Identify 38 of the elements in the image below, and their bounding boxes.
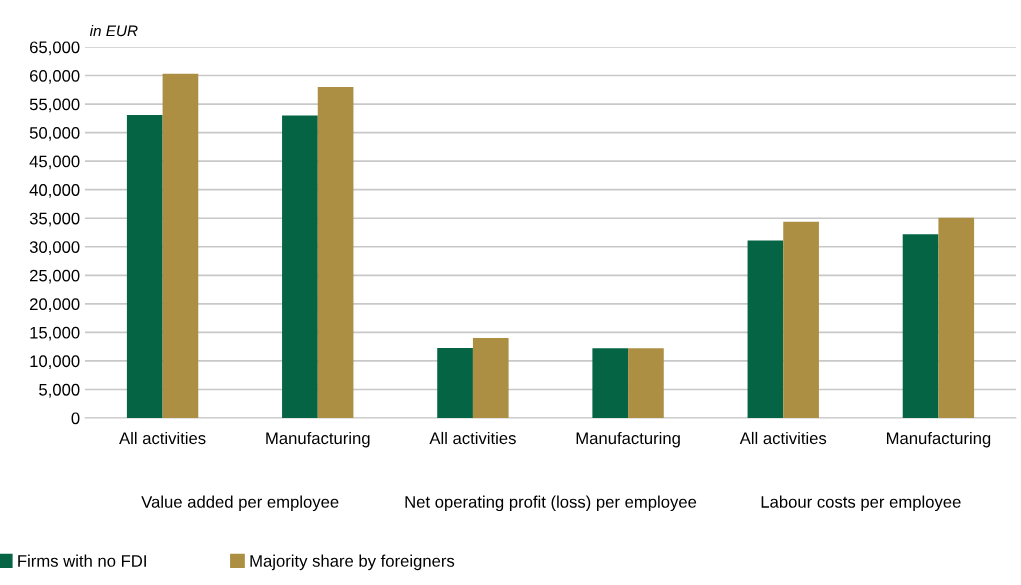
x-tick-label: All activities — [119, 431, 206, 445]
y-tick-label: 45,000 — [29, 155, 80, 170]
text: Net operating profit (loss) per employee — [405, 495, 697, 512]
y-axis-title: in EUR — [89, 25, 138, 37]
bar — [902, 234, 939, 418]
bar — [938, 217, 975, 418]
text: Labour costs per employee — [761, 495, 961, 512]
x-tick-label: All activities — [429, 431, 516, 445]
legend-label: Firms with no FDI — [18, 554, 146, 567]
x-tick-label: Manufacturing — [576, 431, 680, 448]
y-tick-label: 50,000 — [29, 127, 80, 141]
bar — [747, 240, 784, 418]
y-tick-label: 25,000 — [30, 269, 80, 284]
y-tick-label: 20,000 — [30, 298, 80, 313]
x-tick-label: Manufacturing — [886, 431, 991, 448]
text: Value added per employee — [141, 495, 339, 512]
y-tick-label: 15,000 — [30, 326, 80, 341]
y-tick-label: 10,000 — [30, 355, 80, 370]
y-tick-label: 30,000 — [29, 241, 80, 255]
bar — [628, 348, 664, 418]
x-tick-label: All activities — [739, 431, 827, 445]
y-tick-label: 5,000 — [39, 383, 80, 398]
bar — [472, 338, 509, 418]
y-tick-label: 55,000 — [29, 98, 80, 113]
y-tick-label: 65,000 — [30, 41, 80, 56]
bar — [126, 114, 163, 418]
x-tick-label: Manufacturing — [266, 431, 370, 448]
bar — [162, 73, 199, 418]
legend-label: Majority share by foreigners — [250, 554, 455, 571]
y-tick-label: 40,000 — [29, 184, 80, 198]
bar — [437, 348, 473, 418]
bar — [592, 348, 629, 418]
bar — [783, 221, 819, 418]
y-tick-label: 60,000 — [30, 69, 80, 84]
bar — [317, 86, 354, 418]
bar — [282, 115, 318, 418]
y-tick-label: 35,000 — [29, 212, 80, 227]
y-tick-label: 0 — [71, 412, 80, 425]
